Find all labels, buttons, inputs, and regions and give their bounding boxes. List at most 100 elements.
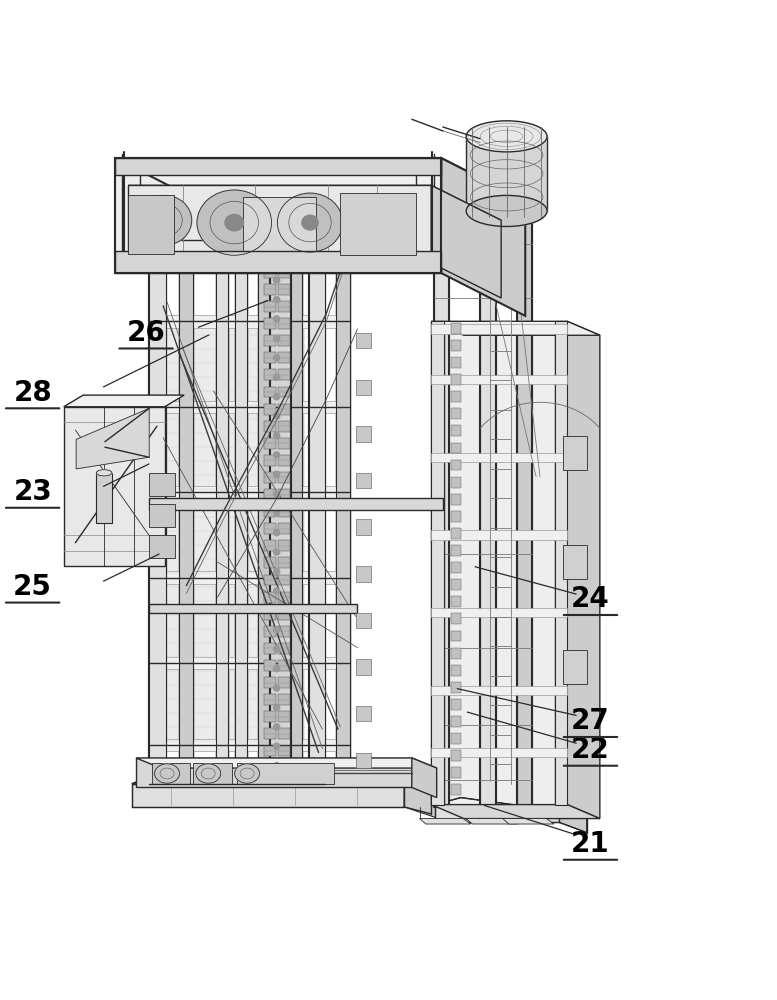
Polygon shape (264, 250, 276, 261)
Polygon shape (466, 136, 547, 211)
Polygon shape (356, 706, 371, 721)
Polygon shape (149, 571, 350, 584)
Polygon shape (356, 426, 371, 442)
Polygon shape (356, 333, 371, 348)
Polygon shape (278, 438, 290, 449)
Polygon shape (451, 374, 461, 385)
Polygon shape (278, 506, 290, 517)
Polygon shape (264, 404, 276, 415)
Polygon shape (278, 763, 290, 774)
Polygon shape (278, 472, 290, 483)
Polygon shape (278, 609, 290, 620)
Polygon shape (193, 763, 232, 784)
Polygon shape (264, 438, 276, 449)
Polygon shape (278, 352, 290, 363)
Polygon shape (309, 240, 325, 784)
Text: 21: 21 (571, 830, 610, 858)
Polygon shape (278, 387, 290, 397)
Polygon shape (451, 340, 461, 351)
Polygon shape (264, 677, 276, 688)
Circle shape (274, 471, 280, 477)
Polygon shape (434, 220, 449, 807)
Polygon shape (278, 284, 290, 295)
Polygon shape (96, 473, 112, 523)
Polygon shape (264, 267, 276, 278)
Polygon shape (451, 596, 461, 607)
Polygon shape (278, 728, 290, 739)
Polygon shape (431, 530, 567, 540)
Text: 23: 23 (13, 478, 52, 506)
Polygon shape (278, 677, 290, 688)
Polygon shape (278, 404, 290, 415)
Polygon shape (166, 315, 305, 745)
Polygon shape (517, 222, 532, 807)
Polygon shape (451, 699, 461, 710)
Ellipse shape (225, 214, 244, 231)
Polygon shape (441, 158, 525, 316)
Circle shape (274, 685, 280, 691)
Polygon shape (264, 557, 276, 568)
Ellipse shape (138, 195, 192, 245)
Polygon shape (264, 301, 276, 312)
Polygon shape (264, 660, 276, 671)
Polygon shape (431, 686, 567, 695)
Polygon shape (451, 357, 461, 368)
Polygon shape (264, 506, 276, 517)
Polygon shape (132, 784, 404, 807)
Polygon shape (64, 395, 184, 407)
Polygon shape (451, 733, 461, 744)
Polygon shape (451, 579, 461, 590)
Ellipse shape (96, 470, 112, 476)
Polygon shape (216, 240, 228, 784)
Polygon shape (264, 387, 276, 397)
Circle shape (274, 607, 280, 613)
Circle shape (274, 413, 280, 419)
Polygon shape (258, 240, 269, 784)
Polygon shape (149, 739, 350, 751)
Polygon shape (115, 158, 441, 273)
Polygon shape (264, 352, 276, 363)
Polygon shape (278, 626, 290, 637)
Polygon shape (264, 746, 276, 756)
Polygon shape (451, 750, 461, 761)
Polygon shape (128, 195, 174, 254)
Polygon shape (264, 728, 276, 739)
Ellipse shape (343, 195, 398, 245)
Polygon shape (264, 318, 276, 329)
Polygon shape (451, 784, 461, 795)
Circle shape (274, 666, 280, 672)
Ellipse shape (197, 190, 272, 255)
Polygon shape (264, 711, 276, 722)
Circle shape (274, 335, 280, 341)
Polygon shape (431, 321, 567, 805)
Polygon shape (64, 407, 165, 566)
Polygon shape (563, 650, 587, 684)
Polygon shape (451, 648, 461, 659)
Polygon shape (555, 321, 567, 805)
Polygon shape (278, 694, 290, 705)
Polygon shape (264, 763, 276, 774)
Polygon shape (431, 375, 567, 384)
Polygon shape (451, 562, 461, 573)
Polygon shape (451, 631, 461, 641)
Polygon shape (136, 758, 437, 768)
Circle shape (274, 646, 280, 652)
Circle shape (274, 277, 280, 283)
Circle shape (274, 452, 280, 458)
Polygon shape (451, 477, 461, 488)
Ellipse shape (196, 764, 221, 783)
Text: 27: 27 (571, 707, 610, 735)
Polygon shape (356, 613, 371, 628)
Circle shape (274, 743, 280, 749)
Polygon shape (336, 201, 350, 784)
Polygon shape (466, 819, 517, 824)
Circle shape (274, 432, 280, 439)
Polygon shape (404, 784, 439, 819)
Polygon shape (431, 185, 501, 298)
Polygon shape (136, 758, 412, 787)
Polygon shape (356, 519, 371, 535)
Polygon shape (264, 592, 276, 603)
Polygon shape (264, 335, 276, 346)
Circle shape (274, 530, 280, 536)
Polygon shape (149, 486, 350, 498)
